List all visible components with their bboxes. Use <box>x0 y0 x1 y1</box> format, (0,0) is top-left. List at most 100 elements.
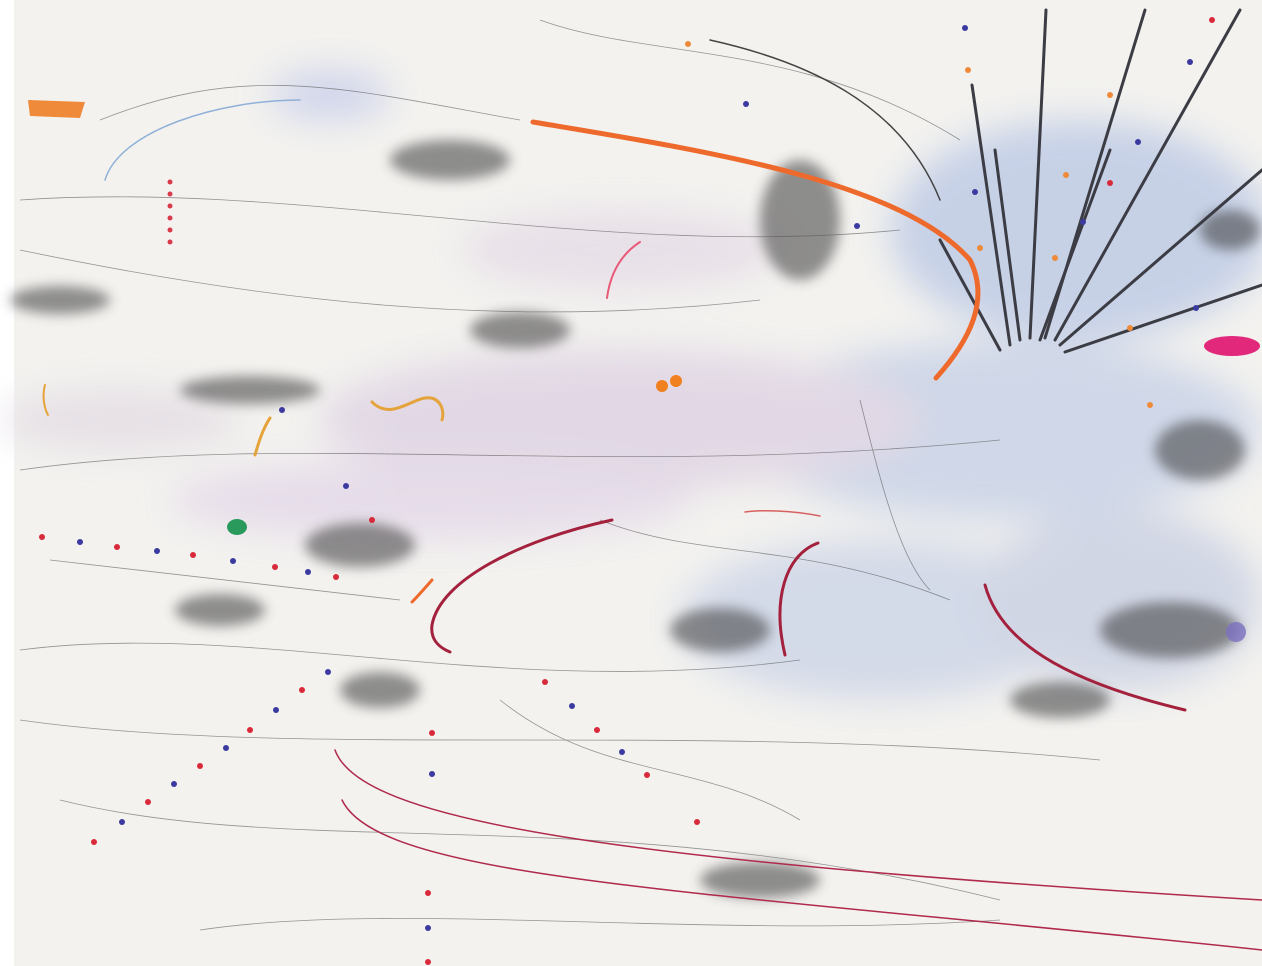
color-blots <box>28 100 1260 642</box>
dot <box>743 101 749 107</box>
star-column <box>167 239 173 245</box>
dot <box>272 564 278 570</box>
dot <box>965 67 971 73</box>
radiating-line <box>938 238 1002 352</box>
dot <box>119 819 125 825</box>
dot <box>279 407 285 413</box>
dot <box>230 558 236 564</box>
star-column <box>167 179 173 185</box>
star-column <box>167 227 173 233</box>
ink-cluster <box>1100 602 1240 658</box>
ink-clusters <box>10 140 1260 898</box>
dot <box>343 483 349 489</box>
arcs <box>42 39 1262 951</box>
fine-line <box>859 399 931 591</box>
dot <box>171 781 177 787</box>
fine-line <box>499 699 801 821</box>
dot <box>77 539 83 545</box>
fine-line <box>19 196 901 238</box>
ink-cluster <box>1010 682 1110 718</box>
color-washe <box>890 120 1262 340</box>
dot <box>854 223 860 229</box>
dot <box>619 749 625 755</box>
radiating-line <box>1058 168 1262 347</box>
radiating-line <box>1038 148 1112 342</box>
dot <box>425 925 431 931</box>
dot <box>977 245 983 251</box>
dot <box>1107 180 1113 186</box>
arc <box>341 799 1262 951</box>
color-washe <box>0 390 240 450</box>
dot <box>299 687 305 693</box>
arc <box>709 39 941 201</box>
color-blot <box>227 519 247 535</box>
color-washe <box>680 540 1080 700</box>
dot <box>685 41 1153 408</box>
fine-line <box>49 559 401 601</box>
arc <box>530 119 981 381</box>
fine-line <box>539 19 961 141</box>
arc <box>253 416 272 457</box>
color-blot <box>1226 622 1246 642</box>
left-margin <box>0 0 14 966</box>
ink-cluster <box>670 608 770 652</box>
fine-lines <box>19 19 1101 931</box>
dot <box>273 707 279 713</box>
ink-cluster <box>10 286 110 314</box>
ink-cluster <box>760 160 840 280</box>
ink-cluster <box>390 140 510 180</box>
arc <box>983 583 1187 712</box>
dot <box>1063 172 1069 178</box>
fine-line <box>599 519 951 601</box>
arc <box>410 578 434 604</box>
arc <box>430 518 614 654</box>
ink-cluster <box>305 523 415 567</box>
dot <box>962 25 968 31</box>
dot <box>594 727 600 733</box>
dot <box>39 534 45 540</box>
star-column <box>167 191 173 197</box>
dot <box>333 574 339 580</box>
dot <box>369 517 375 523</box>
color-washe <box>170 460 690 540</box>
fine-line <box>19 439 1001 471</box>
dot <box>1107 92 1113 98</box>
dot <box>325 669 331 675</box>
fine-line <box>19 719 1101 761</box>
dot <box>425 959 431 965</box>
dot <box>1080 219 1086 225</box>
dot <box>91 839 97 845</box>
dot <box>1193 305 1199 311</box>
dot <box>1147 402 1153 408</box>
star-column <box>167 179 173 245</box>
dot <box>145 799 151 805</box>
dot <box>39 17 1215 965</box>
color-blot <box>670 375 682 387</box>
dot <box>1052 255 1058 261</box>
dot <box>972 189 978 195</box>
fine-line <box>99 84 521 121</box>
arc <box>606 241 641 299</box>
fine-line <box>19 642 801 672</box>
color-washe <box>460 210 780 290</box>
dot <box>542 679 548 685</box>
dot <box>685 41 691 47</box>
ink-cluster <box>175 594 265 626</box>
radiating-line <box>1063 283 1262 354</box>
dot <box>1209 17 1215 23</box>
ink-cluster <box>700 862 820 898</box>
dot <box>644 772 650 778</box>
radiating-lines <box>938 8 1262 354</box>
fine-line <box>59 799 1001 901</box>
arc <box>42 384 49 416</box>
arc <box>370 396 445 422</box>
dot <box>190 552 196 558</box>
dot <box>429 730 435 736</box>
dot <box>1127 325 1133 331</box>
dot <box>1187 59 1193 65</box>
radiating-line <box>993 148 1022 342</box>
arc <box>744 510 821 517</box>
dot <box>223 745 229 751</box>
